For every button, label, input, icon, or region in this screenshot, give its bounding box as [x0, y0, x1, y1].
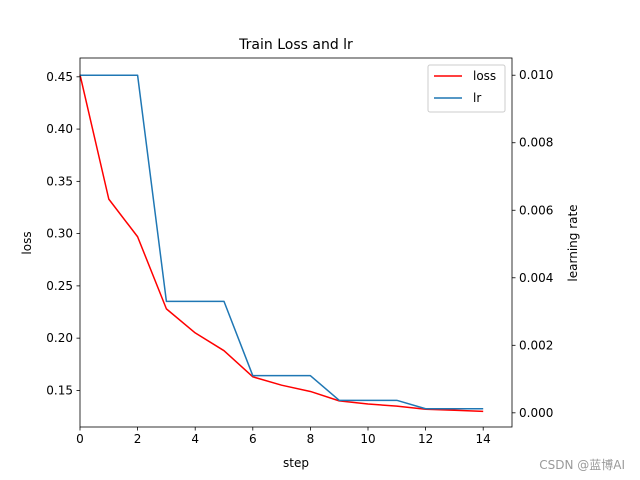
y-tick-label: 0.35 [46, 174, 73, 188]
y2-axis-label: learning rate [566, 204, 580, 281]
y-tick-label: 0.20 [46, 331, 73, 345]
x-tick-label: 0 [76, 432, 84, 446]
series-loss-line [79, 74, 484, 413]
y-axis-ticks: 0.15 0.20 0.25 0.30 0.35 0.40 0.45 [46, 70, 80, 397]
y2-tick-label: 0.008 [519, 136, 553, 150]
watermark: CSDN @蓝博AI [539, 457, 625, 472]
x-tick-label: 8 [307, 432, 315, 446]
x-tick-label: 12 [418, 432, 433, 446]
y2-tick-label: 0.000 [519, 406, 553, 420]
x-tick-label: 6 [249, 432, 257, 446]
plot-frame [79, 57, 513, 428]
y-tick-label: 0.40 [46, 122, 73, 136]
y-tick-label: 0.15 [46, 383, 73, 397]
y2-tick-label: 0.006 [519, 203, 553, 217]
y2-tick-label: 0.004 [519, 271, 553, 285]
x-axis-ticks: 0 2 4 6 8 10 12 14 [76, 427, 491, 446]
x-tick-label: 4 [191, 432, 199, 446]
y2-tick-label: 0.010 [519, 68, 553, 82]
series-layer [79, 74, 484, 413]
x-axis-label: step [283, 456, 309, 470]
y2-tick-label: 0.002 [519, 338, 553, 352]
x-tick-label: 10 [360, 432, 375, 446]
legend-loss-label: loss [473, 69, 496, 83]
y-tick-label: 0.30 [46, 227, 73, 241]
chart-title: Train Loss and lr [238, 37, 353, 53]
series-lr-line [80, 74, 484, 410]
y-tick-label: 0.45 [46, 70, 73, 84]
y-tick-label: 0.25 [46, 279, 73, 293]
y2-axis-ticks: 0.000 0.002 0.004 0.006 0.008 0.010 [512, 68, 553, 420]
x-tick-label: 14 [476, 432, 491, 446]
y-axis-label: loss [20, 231, 34, 254]
x-tick-label: 2 [134, 432, 142, 446]
plot-area [79, 57, 513, 428]
legend: loss lr [427, 64, 506, 113]
legend-lr-label: lr [473, 91, 481, 105]
